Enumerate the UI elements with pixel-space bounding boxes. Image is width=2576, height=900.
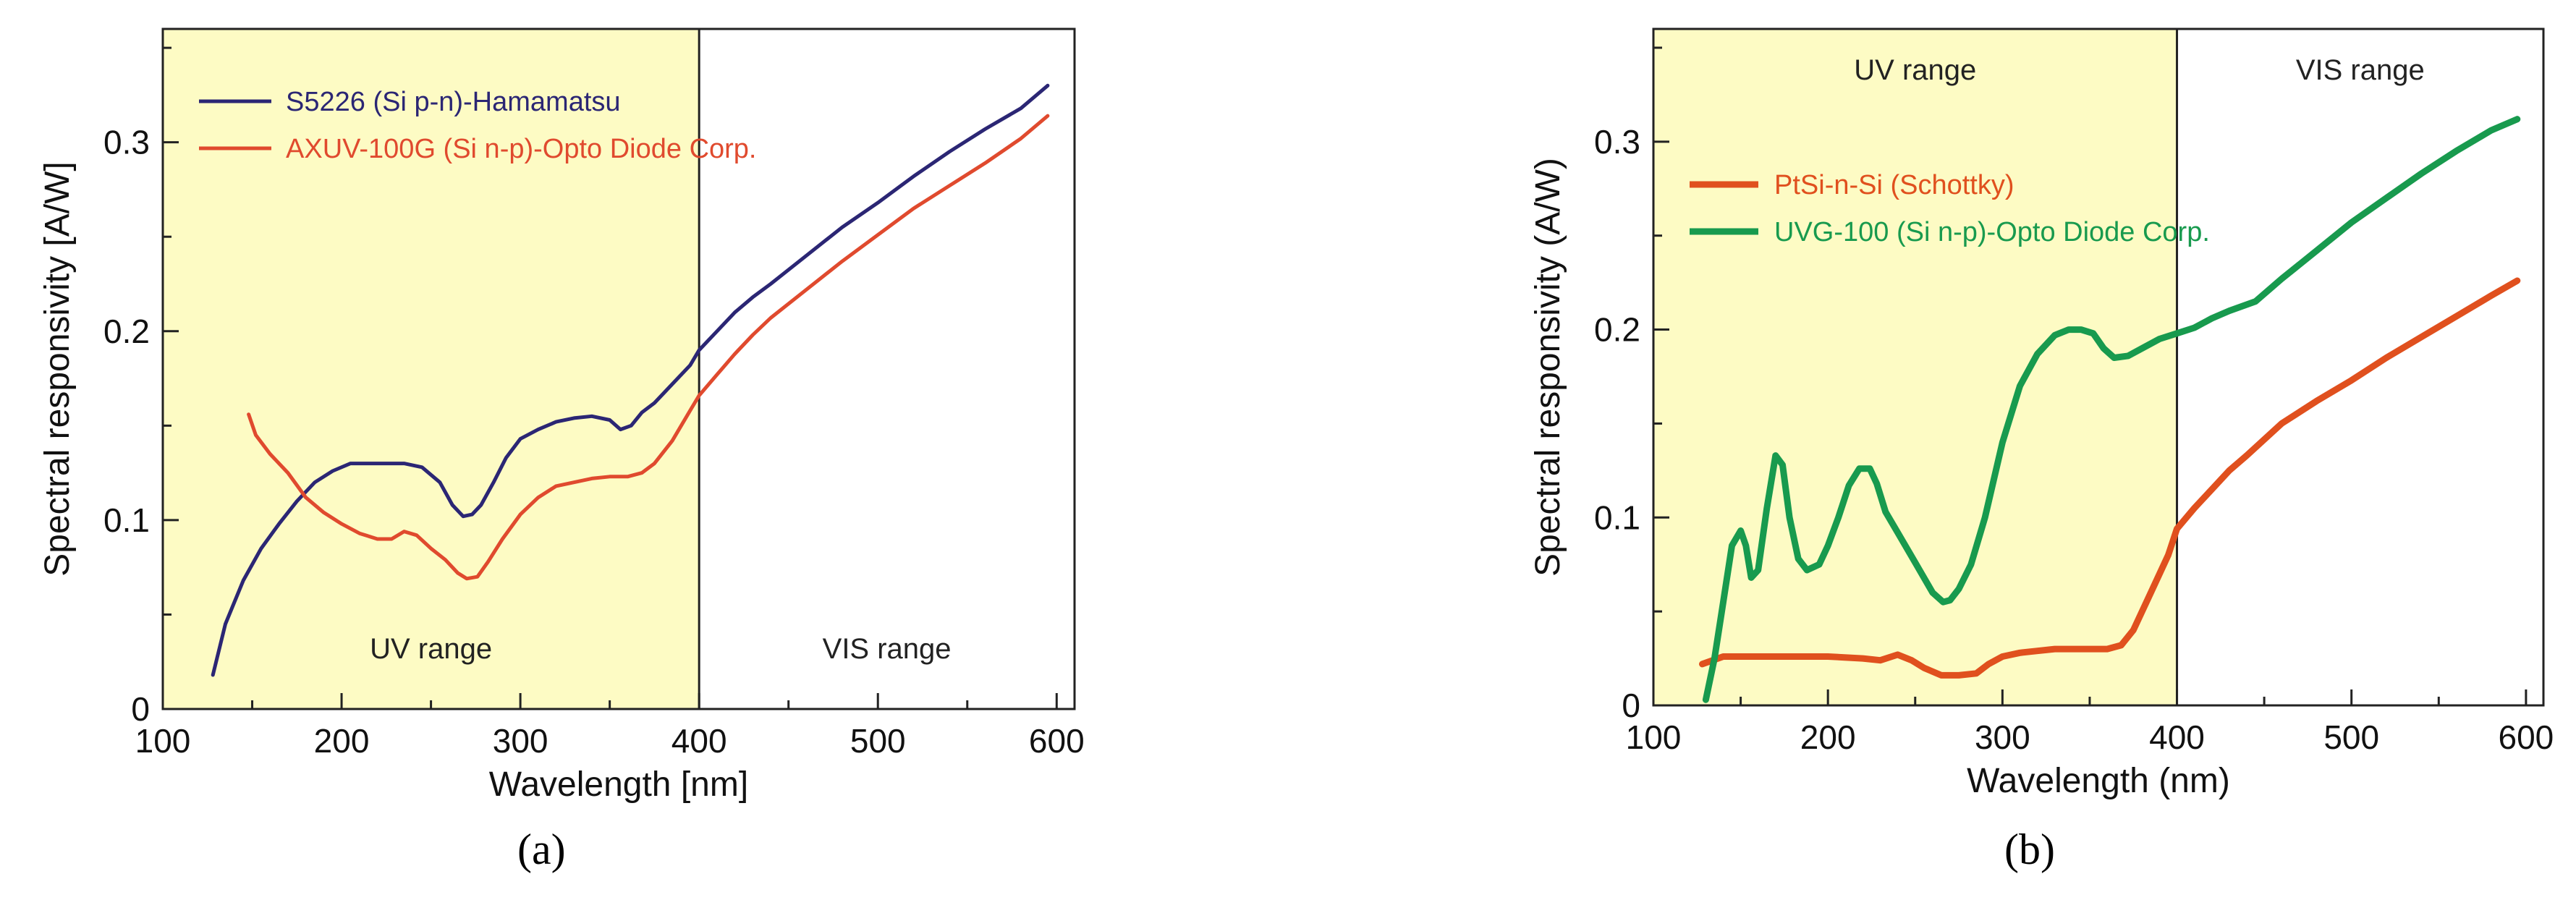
- x-tick-label: 100: [135, 722, 191, 760]
- x-tick-label: 500: [850, 722, 906, 760]
- y-tick-label: 0.2: [1594, 311, 1640, 349]
- region-label-vis: VIS range: [2296, 54, 2425, 86]
- x-tick-label: 500: [2323, 718, 2379, 756]
- x-tick-label: 200: [1800, 718, 1856, 756]
- series-line-0: [211, 83, 1050, 677]
- y-tick-label: 0.1: [1594, 498, 1640, 536]
- region-label-uv: UV range: [1854, 54, 1976, 86]
- legend-label-1: UVG-100 (Si n-p)-Opto Diode Corp.: [1774, 217, 2210, 247]
- plot-frame: [161, 27, 1076, 710]
- y-tick-label: 0.3: [103, 124, 150, 161]
- x-tick-label: 600: [1029, 722, 1085, 760]
- uv-region-fill: [163, 29, 700, 709]
- series-line-1: [247, 114, 1050, 581]
- x-axis-label: Wavelength (nm): [1967, 762, 2230, 800]
- chart-a: UV range VIS range 100 200 300 400 500 600 0 0.1 0…: [38, 27, 1085, 804]
- legend: PtSi-n-Si (Schottky) UVG-100 (Si n-p)-Opt…: [1690, 170, 2210, 247]
- y-tick-label: 0.2: [103, 313, 150, 350]
- x-tick-label: 300: [493, 722, 548, 760]
- x-tick-label: 600: [2499, 718, 2554, 756]
- x-tick-label: 200: [314, 722, 370, 760]
- x-tick-label: 100: [1626, 718, 1682, 756]
- y-axis-label: Spectral responsivity [A/W]: [38, 161, 77, 577]
- x-tick-label: 300: [1975, 718, 2030, 756]
- x-axis-label: Wavelength [nm]: [489, 765, 748, 804]
- caption-a: (a): [517, 825, 566, 873]
- legend-label-0: S5226 (Si p-n)-Hamamatsu: [286, 87, 621, 117]
- chart-b: UV range VIS range 100 200 300 400 500 600 0 0.1 0…: [1529, 27, 2554, 800]
- y-tick-label: 0.1: [103, 501, 150, 539]
- region-label-vis: VIS range: [823, 633, 952, 665]
- legend-label-0: PtSi-n-Si (Schottky): [1774, 170, 2014, 200]
- y-tick-label: 0: [131, 690, 150, 728]
- legend-label-1: AXUV-100G (Si n-p)-Opto Diode Corp.: [286, 134, 757, 164]
- y-tick-label: 0.3: [1594, 123, 1640, 161]
- region-label-uv: UV range: [370, 633, 492, 665]
- y-tick-label: 0: [1622, 687, 1640, 724]
- series-line-1: [1702, 116, 2521, 703]
- legend: S5226 (Si p-n)-Hamamatsu AXUV-100G (Si n-…: [199, 87, 757, 164]
- y-axis-label: Spectral responsivity (A/W): [1529, 158, 1567, 577]
- x-tick-label: 400: [671, 722, 727, 760]
- plot-frame: [1652, 27, 2545, 707]
- uv-region-fill: [1653, 29, 2177, 705]
- series-line-0: [1699, 277, 2521, 679]
- caption-b: (b): [2004, 825, 2055, 873]
- x-tick-label: 400: [2149, 718, 2205, 756]
